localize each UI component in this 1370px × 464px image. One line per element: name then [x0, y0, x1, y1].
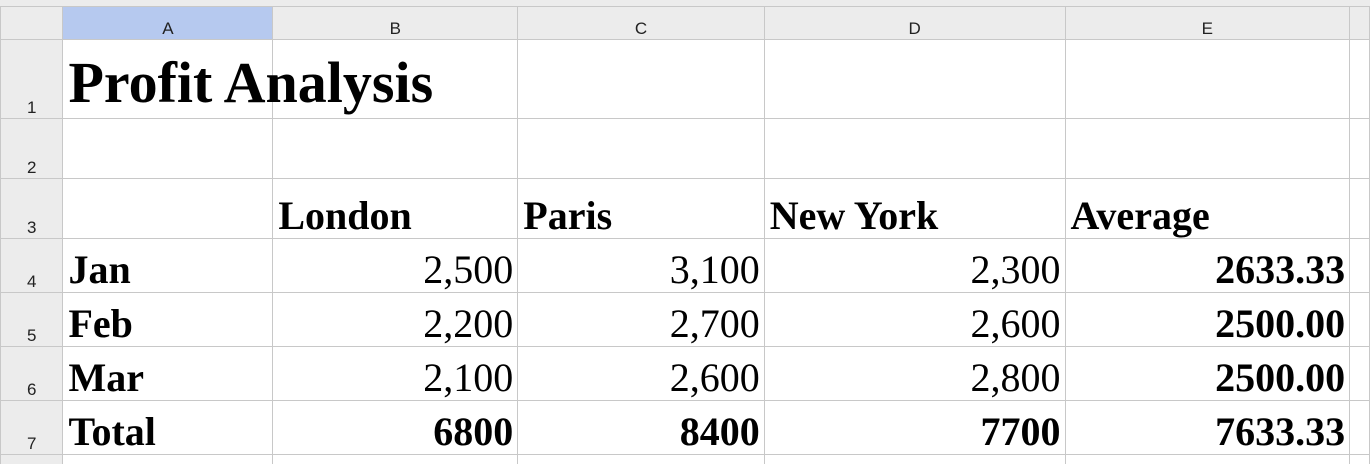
value-new-york: 2,600 [970, 301, 1061, 346]
cell-e3[interactable]: Average [1064, 178, 1351, 239]
row-header-1[interactable]: 1 [0, 39, 64, 119]
row-header-8[interactable] [0, 454, 64, 464]
total-average: 7633.33 [1215, 409, 1346, 454]
cell-a8[interactable] [62, 454, 274, 464]
cell-d5[interactable]: 2,600 [763, 292, 1066, 347]
column-header-b[interactable]: B [272, 6, 519, 40]
value-london: 2,500 [423, 247, 514, 292]
cell-a1[interactable]: Profit Analysis [62, 39, 433, 119]
cell-b2[interactable] [272, 118, 519, 179]
row-header-5[interactable]: 5 [0, 292, 64, 347]
cell-c2[interactable] [517, 118, 765, 179]
cell-f2[interactable] [1349, 118, 1370, 179]
cell-b8[interactable] [272, 454, 519, 464]
column-header-a[interactable]: A [62, 6, 274, 40]
column-header-c[interactable]: C [517, 6, 765, 40]
cell-c1[interactable] [517, 39, 765, 119]
row-label: Feb [68, 301, 133, 346]
cell-e4[interactable]: 2633.33 [1064, 238, 1351, 293]
cell-b4[interactable]: 2,500 [272, 238, 519, 293]
row-header-3[interactable]: 3 [0, 178, 64, 239]
row-label: Jan [68, 247, 131, 292]
value-new-york: 2,800 [970, 355, 1061, 400]
row-header-4[interactable]: 4 [0, 238, 64, 293]
value-average: 2633.33 [1215, 247, 1346, 292]
value-average: 2500.00 [1215, 355, 1346, 400]
total-paris: 8400 [679, 409, 760, 454]
row-label: Mar [68, 355, 144, 400]
cell-d6[interactable]: 2,800 [763, 346, 1066, 401]
header-average: Average [1070, 193, 1210, 238]
cell-f1[interactable] [1349, 39, 1370, 119]
cell-d8[interactable] [763, 454, 1066, 464]
header-paris: Paris [523, 193, 613, 238]
total-label: Total [68, 409, 156, 454]
total-london: 6800 [433, 409, 514, 454]
value-paris: 2,700 [669, 301, 760, 346]
value-new-york: 2,300 [970, 247, 1061, 292]
row-header-7[interactable]: 7 [0, 400, 64, 455]
cell-e2[interactable] [1064, 118, 1351, 179]
cell-c4[interactable]: 3,100 [517, 238, 765, 293]
cell-a7[interactable]: Total [62, 400, 274, 455]
cell-c3[interactable]: Paris [517, 178, 765, 239]
row-header-2[interactable]: 2 [0, 118, 64, 179]
sheet-title: Profit Analysis [68, 50, 434, 115]
cell-d7[interactable]: 7700 [763, 400, 1066, 455]
cell-f3[interactable] [1349, 178, 1370, 239]
column-header-e[interactable]: E [1064, 6, 1351, 40]
cell-e5[interactable]: 2500.00 [1064, 292, 1351, 347]
value-average: 2500.00 [1215, 301, 1346, 346]
cell-f4[interactable] [1349, 238, 1370, 293]
cell-a4[interactable]: Jan [62, 238, 274, 293]
cell-c7[interactable]: 8400 [517, 400, 765, 455]
cell-f5[interactable] [1349, 292, 1370, 347]
header-new-york: New York [769, 193, 939, 238]
cell-b5[interactable]: 2,200 [272, 292, 519, 347]
cell-e1[interactable] [1064, 39, 1351, 119]
cell-f6[interactable] [1349, 346, 1370, 401]
cell-d1[interactable] [763, 39, 1066, 119]
row-header-6[interactable]: 6 [0, 346, 64, 401]
cell-d3[interactable]: New York [763, 178, 1066, 239]
cell-c5[interactable]: 2,700 [517, 292, 765, 347]
cell-a2[interactable] [62, 118, 274, 179]
spreadsheet-grid: A B C D E 1 Profit Analysis 2 [0, 6, 1370, 464]
cell-a3[interactable] [62, 178, 274, 239]
cell-a5[interactable]: Feb [62, 292, 274, 347]
header-london: London [278, 193, 412, 238]
cell-d2[interactable] [763, 118, 1066, 179]
cell-b6[interactable]: 2,100 [272, 346, 519, 401]
value-london: 2,200 [423, 301, 514, 346]
cell-c8[interactable] [517, 454, 765, 464]
cell-a6[interactable]: Mar [62, 346, 274, 401]
toolbar-edge [0, 0, 1370, 6]
value-london: 2,100 [423, 355, 514, 400]
value-paris: 3,100 [669, 247, 760, 292]
cell-d4[interactable]: 2,300 [763, 238, 1066, 293]
cell-e7[interactable]: 7633.33 [1064, 400, 1351, 455]
value-paris: 2,600 [669, 355, 760, 400]
column-header-d[interactable]: D [763, 6, 1066, 40]
column-header-f[interactable] [1349, 6, 1370, 40]
cell-b7[interactable]: 6800 [272, 400, 519, 455]
cell-c6[interactable]: 2,600 [517, 346, 765, 401]
cell-b3[interactable]: London [272, 178, 519, 239]
cell-e6[interactable]: 2500.00 [1064, 346, 1351, 401]
select-all-corner[interactable] [0, 6, 64, 40]
cell-e8[interactable] [1064, 454, 1351, 464]
cell-f8[interactable] [1349, 454, 1370, 464]
cell-f7[interactable] [1349, 400, 1370, 455]
total-new-york: 7700 [980, 409, 1061, 454]
